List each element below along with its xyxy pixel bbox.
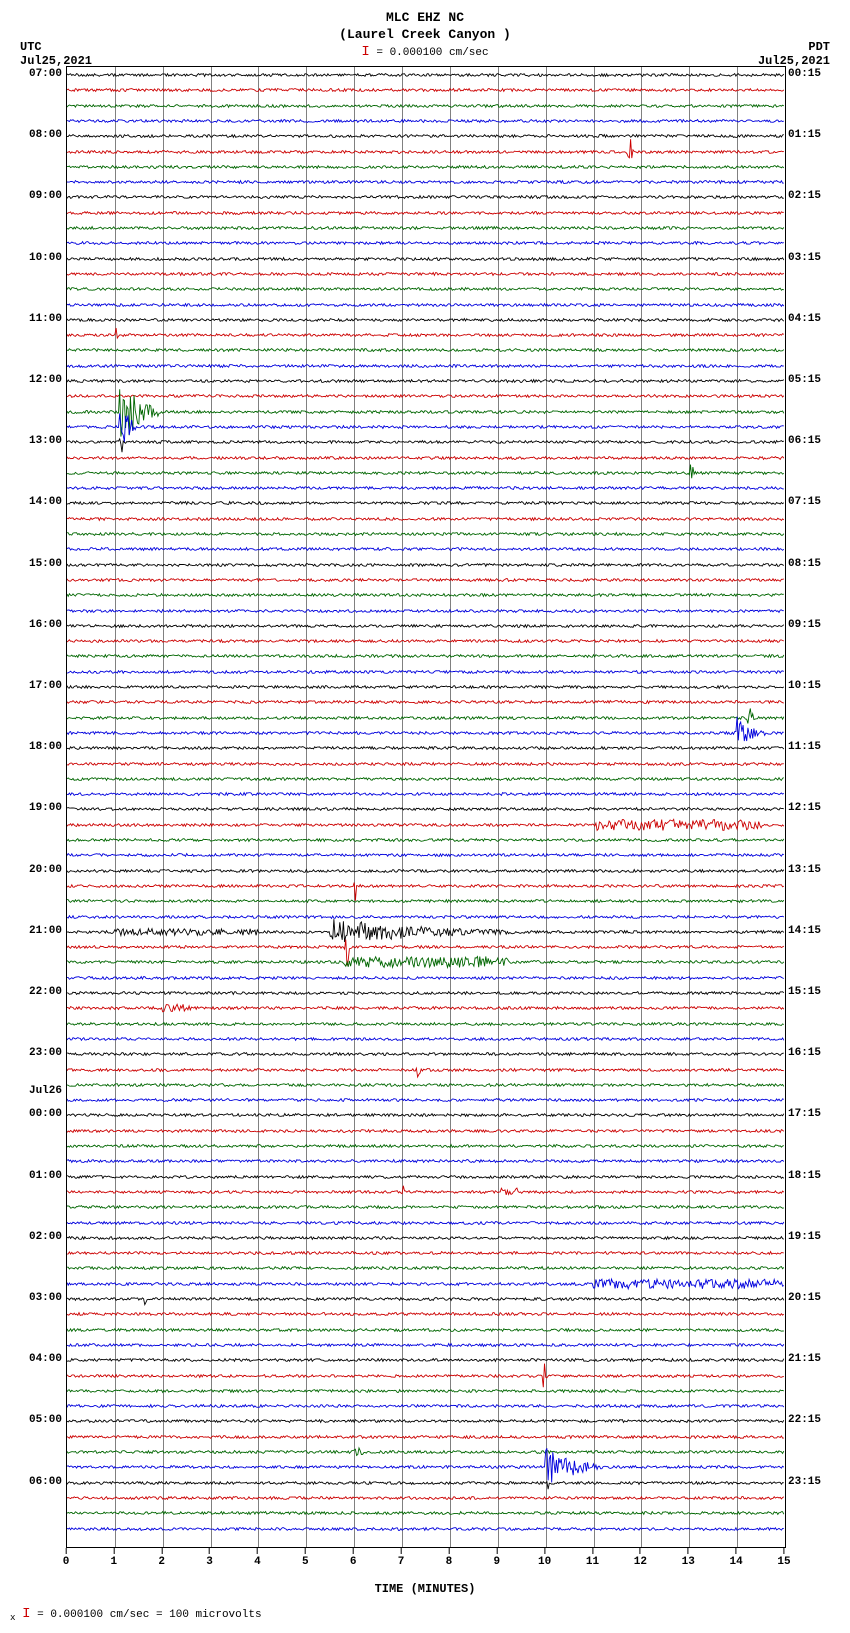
x-tick: 7: [398, 1548, 405, 1568]
utc-time-label: Jul26: [29, 1085, 66, 1097]
x-tick: 3: [206, 1548, 213, 1568]
utc-time-label: 08:00: [29, 129, 66, 141]
pdt-time-label: 08:15: [784, 558, 821, 570]
pdt-time-label: 06:15: [784, 435, 821, 447]
utc-time-label: 00:00: [29, 1108, 66, 1120]
pdt-time-label: 13:15: [784, 864, 821, 876]
utc-time-label: 07:00: [29, 68, 66, 80]
scale-legend: I = 0.000100 cm/sec: [10, 44, 840, 60]
footer-text: = 0.000100 cm/sec = 100 microvolts: [37, 1609, 261, 1621]
x-axis: 0123456789101112131415: [66, 1548, 784, 1580]
utc-time-label: 13:00: [29, 435, 66, 447]
utc-time-label: 22:00: [29, 986, 66, 998]
pdt-time-label: 03:15: [784, 252, 821, 264]
title-line2: (Laurel Creek Canyon ): [10, 27, 840, 42]
pdt-time-label: 18:15: [784, 1170, 821, 1182]
seismogram-plot: [66, 66, 786, 1548]
x-tick: 15: [777, 1548, 790, 1568]
top-right-label: PDT Jul25,2021: [758, 40, 830, 68]
pdt-time-label: 10:15: [784, 680, 821, 692]
x-tick: 6: [350, 1548, 357, 1568]
pdt-time-label: 22:15: [784, 1414, 821, 1426]
utc-time-label: 14:00: [29, 496, 66, 508]
utc-time-label: 23:00: [29, 1047, 66, 1059]
pdt-time-label: 04:15: [784, 313, 821, 325]
x-tick: 4: [254, 1548, 261, 1568]
pdt-time-label: 01:15: [784, 129, 821, 141]
utc-time-label: 17:00: [29, 680, 66, 692]
utc-time-label: 16:00: [29, 619, 66, 631]
utc-time-label: 11:00: [29, 313, 66, 325]
x-tick: 13: [682, 1548, 695, 1568]
top-left-label: UTC Jul25,2021: [20, 40, 92, 68]
scale-bar-icon: I: [361, 44, 369, 60]
tr-zone: PDT: [758, 40, 830, 54]
x-tick: 12: [634, 1548, 647, 1568]
utc-time-label: 19:00: [29, 802, 66, 814]
pdt-time-label: 17:15: [784, 1108, 821, 1120]
footer-legend: x I = 0.000100 cm/sec = 100 microvolts: [10, 1606, 840, 1623]
utc-time-label: 15:00: [29, 558, 66, 570]
x-tick: 5: [302, 1548, 309, 1568]
x-tick: 11: [586, 1548, 599, 1568]
tl-zone: UTC: [20, 40, 92, 54]
utc-time-label: 20:00: [29, 864, 66, 876]
pdt-time-label: 19:15: [784, 1231, 821, 1243]
seismic-trace: [67, 1469, 785, 1549]
utc-time-label: 21:00: [29, 925, 66, 937]
pdt-time-label: 23:15: [784, 1476, 821, 1488]
pdt-time-label: 20:15: [784, 1292, 821, 1304]
seismogram-container: UTC Jul25,2021 PDT Jul25,2021 MLC EHZ NC…: [10, 10, 840, 1623]
pdt-time-label: 00:15: [784, 68, 821, 80]
x-tick: 9: [493, 1548, 500, 1568]
x-tick: 2: [158, 1548, 165, 1568]
pdt-time-label: 15:15: [784, 986, 821, 998]
utc-time-label: 09:00: [29, 190, 66, 202]
title-line1: MLC EHZ NC: [10, 10, 840, 25]
utc-time-label: 12:00: [29, 374, 66, 386]
pdt-time-label: 14:15: [784, 925, 821, 937]
scale-bar-icon: I: [22, 1606, 30, 1622]
pdt-time-label: 16:15: [784, 1047, 821, 1059]
pdt-time-label: 11:15: [784, 741, 821, 753]
x-tick: 10: [538, 1548, 551, 1568]
x-tick: 1: [111, 1548, 118, 1568]
pdt-time-label: 05:15: [784, 374, 821, 386]
x-tick: 0: [63, 1548, 70, 1568]
x-axis-label: TIME (MINUTES): [66, 1582, 784, 1596]
utc-time-label: 01:00: [29, 1170, 66, 1182]
utc-time-label: 06:00: [29, 1476, 66, 1488]
plot-wrap: 0123456789101112131415 TIME (MINUTES) 07…: [66, 66, 784, 1596]
scale-text: = 0.000100 cm/sec: [370, 47, 489, 59]
pdt-time-label: 12:15: [784, 802, 821, 814]
utc-time-label: 02:00: [29, 1231, 66, 1243]
utc-time-label: 03:00: [29, 1292, 66, 1304]
pdt-time-label: 21:15: [784, 1353, 821, 1365]
pdt-time-label: 07:15: [784, 496, 821, 508]
pdt-time-label: 09:15: [784, 619, 821, 631]
pdt-time-label: 02:15: [784, 190, 821, 202]
utc-time-label: 05:00: [29, 1414, 66, 1426]
utc-time-label: 10:00: [29, 252, 66, 264]
utc-time-label: 04:00: [29, 1353, 66, 1365]
x-tick: 8: [446, 1548, 453, 1568]
utc-time-label: 18:00: [29, 741, 66, 753]
x-tick: 14: [730, 1548, 743, 1568]
